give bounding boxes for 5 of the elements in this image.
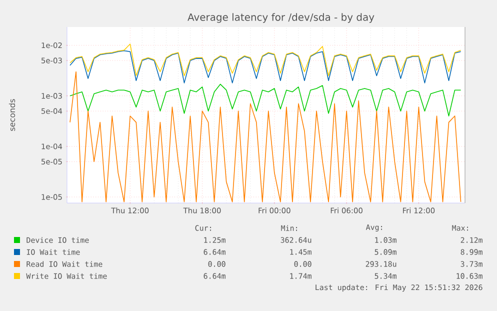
- chart-title: Average latency for /dev/sda - by day: [188, 13, 374, 23]
- line-series: [70, 84, 462, 116]
- line-series: [70, 71, 462, 202]
- line-series: [70, 44, 462, 76]
- line-series: [70, 50, 462, 84]
